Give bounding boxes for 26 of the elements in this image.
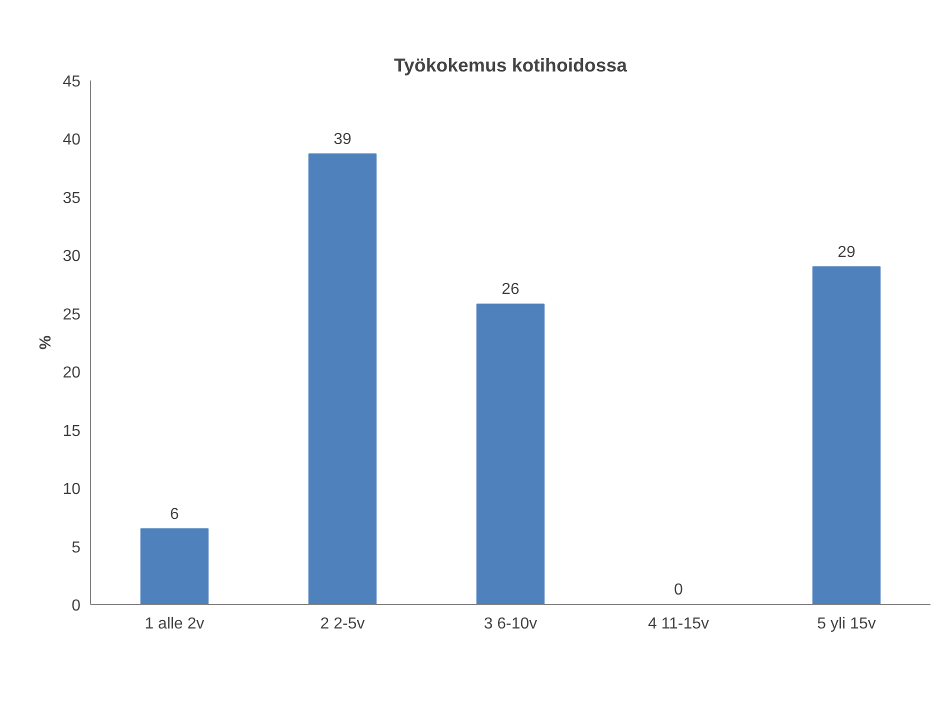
chart-title: Työkokemus kotihoidossa <box>394 54 628 76</box>
bar <box>140 528 209 604</box>
y-tick-label: 25 <box>62 306 81 324</box>
x-tick-label: 3 6-10v <box>484 616 538 632</box>
data-label: 39 <box>334 130 352 148</box>
y-tick-label: 35 <box>62 190 81 207</box>
x-tick-label: 2 2-5v <box>320 616 365 632</box>
bar <box>476 304 545 604</box>
bar <box>308 153 377 604</box>
y-tick-label: 15 <box>62 422 81 440</box>
y-tick-label: 30 <box>62 248 81 266</box>
data-label: 26 <box>502 281 520 298</box>
x-tick-label: 1 alle 2v <box>144 616 204 632</box>
x-tick-label: 5 yli 15v <box>817 616 876 632</box>
data-label: 6 <box>170 506 180 523</box>
y-tick-label: 0 <box>72 598 81 614</box>
y-axis-title: % <box>38 335 55 350</box>
x-tick-label: 4 11-15v <box>648 616 710 632</box>
y-tick-label: 20 <box>62 364 81 382</box>
y-tick-label: 10 <box>62 481 81 498</box>
y-tick-label: 40 <box>62 132 81 149</box>
y-tick-label: 5 <box>72 539 81 556</box>
bar <box>812 266 881 604</box>
data-label: 0 <box>674 582 684 598</box>
data-label: 29 <box>838 244 856 261</box>
y-tick-label: 45 <box>62 74 81 90</box>
